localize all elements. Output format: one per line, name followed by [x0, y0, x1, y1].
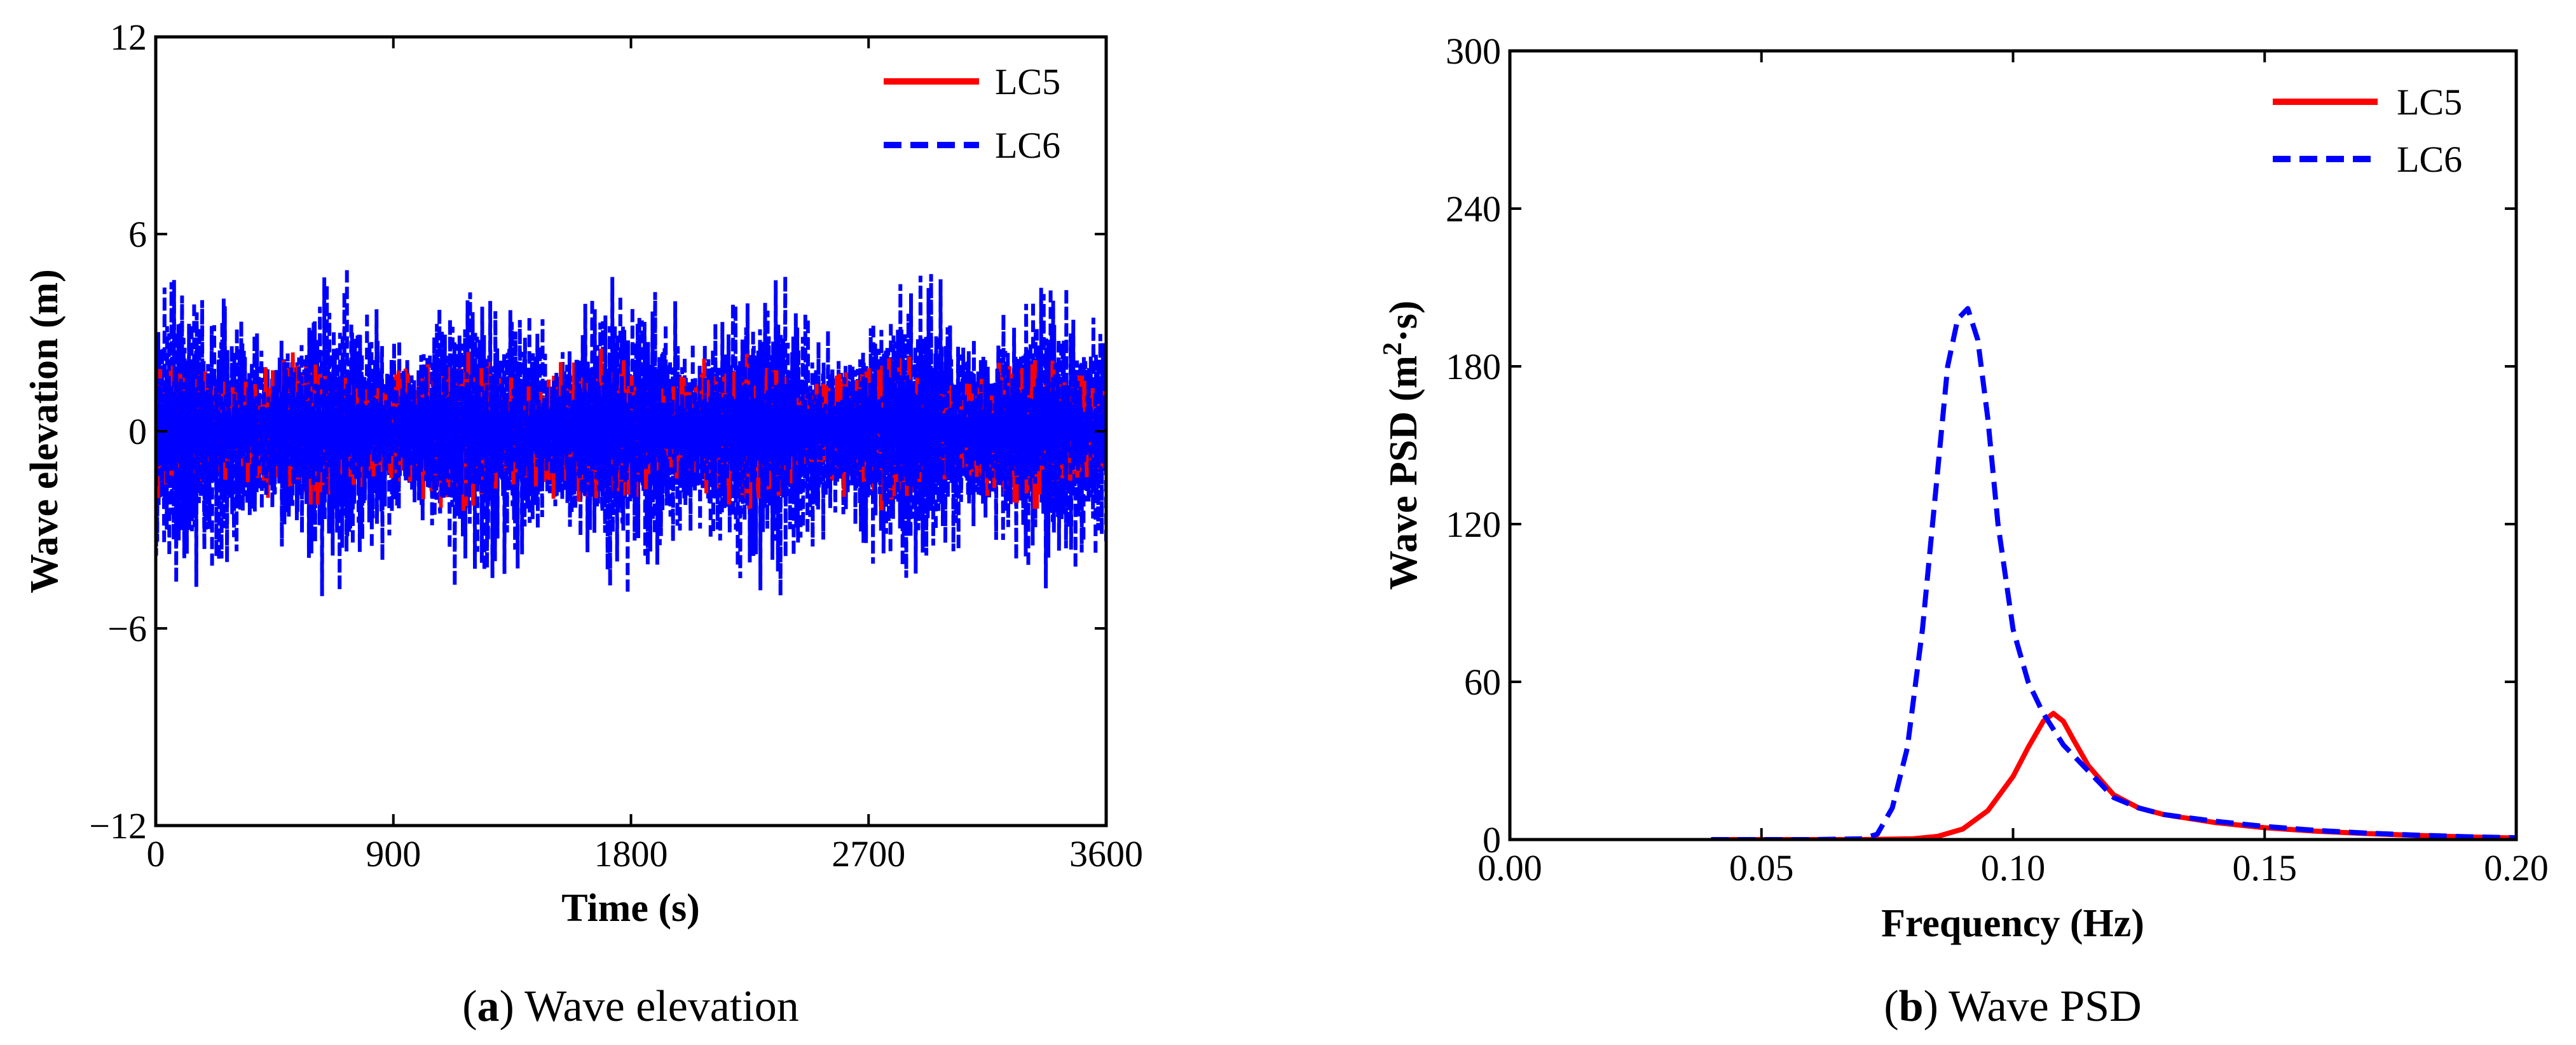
x-tick-label: 0.20	[2484, 847, 2549, 889]
x-tick-label: 1800	[594, 833, 668, 875]
y-tick-label: 300	[1446, 31, 1501, 72]
legend-lc5-label: LC5	[995, 61, 1060, 102]
panel-b-frame	[1508, 49, 2518, 841]
x-tick-label: 3600	[1069, 833, 1143, 875]
legend-lc6-label: LC6	[995, 125, 1060, 166]
x-tick-label: 0	[147, 833, 165, 875]
panel-a-caption-text: Wave elevation	[524, 982, 799, 1031]
panel-b-y-axis-label: Wave PSD (m2·s)	[1378, 301, 1425, 590]
panel-b-legend: LC5 LC6	[2273, 81, 2462, 180]
panel-a-caption: (a) Wave elevation	[462, 982, 799, 1031]
panel-b-y-axis-label-prefix: Wave PSD (m	[1382, 356, 1425, 590]
panel-a-y-axis-label: Wave elevation (m)	[23, 269, 66, 593]
y-tick-label: −12	[89, 805, 147, 847]
y-tick-label: 240	[1446, 188, 1501, 230]
series-line-lc5	[1711, 710, 2516, 840]
x-tick-label: 0.05	[1729, 847, 1794, 889]
panel-a-wave-elevation: 0 900 1800 2700 3600 −12 −6 0 6 12 LC5 LC6 Time (…	[23, 17, 1143, 1031]
panel-a-caption-letter: a	[477, 982, 500, 1031]
x-tick-label: 900	[366, 833, 421, 875]
y-tick-label: 0	[128, 411, 147, 452]
x-tick-label: 0.15	[2233, 847, 2298, 889]
panel-b-series	[1711, 306, 2516, 840]
panel-b-caption-letter: b	[1899, 982, 1924, 1031]
y-tick-label: 0	[1483, 819, 1501, 861]
panel-b-y-axis-label-suffix: ·s)	[1382, 301, 1425, 342]
y-tick-label: 12	[110, 17, 147, 58]
y-tick-label: 180	[1446, 346, 1501, 387]
panel-a-legend: LC5 LC6	[884, 61, 1060, 166]
y-tick-label: 6	[128, 214, 147, 255]
panel-b-caption-text: Wave PSD	[1949, 982, 2142, 1031]
panel-a-x-axis-label: Time (s)	[561, 887, 700, 930]
panel-a-ticks: 0 900 1800 2700 3600 −12 −6 0 6 12	[89, 17, 1143, 875]
panel-a-series	[156, 268, 1106, 597]
panel-b-wave-psd: 0.00 0.05 0.10 0.15 0.20 0 60 120 180 240 300 LC5 …	[1378, 31, 2549, 1031]
y-tick-label: −6	[107, 608, 147, 649]
panel-b-caption: (b) Wave PSD	[1884, 982, 2141, 1031]
x-tick-label: 0.00	[1477, 847, 1542, 889]
panel-b-x-axis-label: Frequency (Hz)	[1881, 902, 2144, 945]
series-line-lc6	[1711, 306, 2516, 840]
x-tick-label: 0.10	[1981, 847, 2046, 889]
panel-b-y-axis-label-sup: 2	[1378, 342, 1408, 356]
y-tick-label: 60	[1464, 661, 1501, 703]
y-tick-label: 120	[1446, 504, 1501, 545]
legend-lc5-label: LC5	[2397, 81, 2462, 123]
panel-b-ticks: 0.00 0.05 0.10 0.15 0.20 0 60 120 180 240 300	[1446, 31, 2549, 889]
x-tick-label: 2700	[832, 833, 905, 875]
legend-lc6-label: LC6	[2397, 139, 2462, 180]
series-line-lc6-overlay	[156, 341, 1106, 522]
